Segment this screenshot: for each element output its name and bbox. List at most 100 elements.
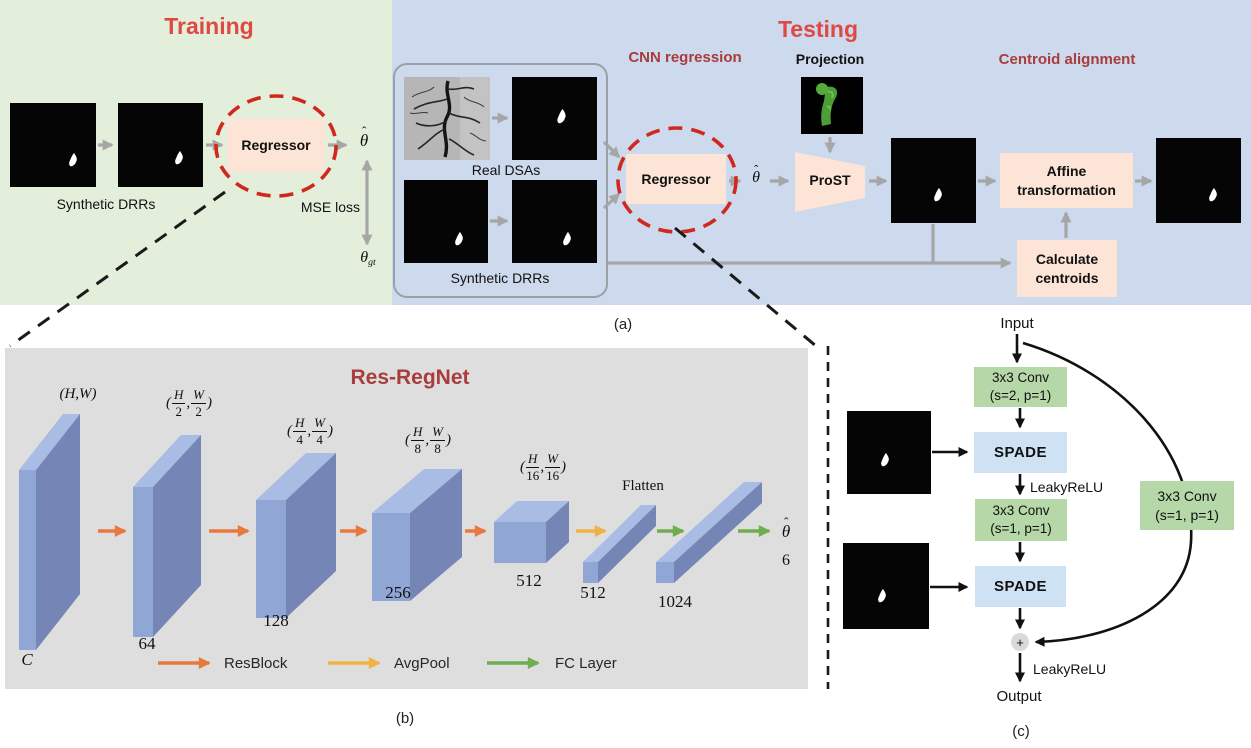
training-drr-image-1 bbox=[10, 103, 96, 187]
spade-output-label: Output bbox=[979, 688, 1059, 705]
testing-drr-image-1 bbox=[404, 180, 488, 263]
dim-hw-text: (H,W) bbox=[59, 386, 97, 402]
vessel-mask-blob bbox=[69, 153, 77, 167]
prost-text: ProST bbox=[809, 172, 851, 188]
comma: , bbox=[425, 431, 430, 448]
leakyrelu-text: LeakyReLU bbox=[1033, 661, 1107, 677]
output-text: Output bbox=[996, 688, 1042, 705]
conv-label-line1: 3x3 Conv bbox=[991, 369, 1050, 385]
paren: ) bbox=[560, 458, 566, 475]
channel-value: 256 bbox=[385, 583, 411, 602]
theta-symbol: θ bbox=[359, 131, 369, 150]
projection-3d-vessel-image bbox=[801, 77, 863, 134]
frac-num: H bbox=[526, 451, 540, 468]
leakyrelu-label-2: LeakyReLU bbox=[1033, 661, 1106, 677]
conv-label-line2: (s=1, p=1) bbox=[1155, 506, 1219, 523]
dim-label-hw: (H,W) bbox=[48, 386, 108, 403]
testing-title: Testing bbox=[777, 16, 859, 42]
res-regnet-title-text: Res-RegNet bbox=[350, 366, 470, 389]
frac-num: W bbox=[430, 424, 445, 441]
legend-resblock-label: ResBlock bbox=[224, 655, 287, 672]
affine-label-line1: Affine bbox=[1046, 163, 1087, 180]
caption-b: (b) bbox=[395, 710, 415, 727]
gt-subscript: gt bbox=[368, 256, 376, 268]
centroid-alignment-heading: Centroid alignment bbox=[998, 51, 1136, 68]
frac-den: 8 bbox=[414, 440, 421, 456]
frac-den: 16 bbox=[546, 467, 560, 483]
vessel-mask-blob bbox=[563, 232, 571, 246]
paren: ( bbox=[166, 394, 171, 411]
conv-label-line2: (s=2, p=1) bbox=[989, 388, 1052, 403]
caption-a: (a) bbox=[613, 316, 633, 333]
training-drr-image-2 bbox=[118, 103, 203, 187]
paren: ) bbox=[206, 394, 212, 411]
frac-num: W bbox=[545, 451, 560, 468]
testing-inputs-container bbox=[393, 63, 608, 298]
frac-den: 2 bbox=[175, 403, 182, 419]
frac-den: 2 bbox=[195, 403, 202, 419]
comma: , bbox=[186, 394, 191, 411]
conv-s1-mid-box: 3x3 Conv (s=1, p=1) bbox=[975, 499, 1067, 541]
paren: ( bbox=[405, 431, 410, 448]
channel-value: 1024 bbox=[658, 592, 692, 611]
channel-value: 64 bbox=[138, 634, 156, 653]
comma: , bbox=[307, 422, 312, 439]
hat-symbol: ˆ bbox=[361, 124, 367, 140]
spade-text: SPADE bbox=[993, 444, 1048, 461]
resregnet-output-dim: 6 bbox=[772, 552, 800, 570]
dsa-angiogram-graphic bbox=[404, 77, 490, 160]
cnn-regression-heading: CNN regression bbox=[628, 49, 742, 66]
channels-label-128: 128 bbox=[257, 611, 295, 631]
sum-node: + bbox=[1011, 633, 1029, 651]
legend-text: ResBlock bbox=[224, 655, 288, 672]
conv-label-line1: 3x3 Conv bbox=[1157, 487, 1217, 504]
aligned-result-image bbox=[1156, 138, 1241, 223]
channel-value: 512 bbox=[580, 583, 606, 602]
frac-den: 4 bbox=[316, 431, 323, 447]
testing-regressor-box: Regressor bbox=[626, 154, 726, 204]
dim-label-h16-w16: (H 16, W 16) bbox=[504, 452, 582, 482]
centroids-label-line2: centroids bbox=[1035, 269, 1099, 286]
vessel-mask-blob bbox=[881, 453, 889, 467]
vessel-mask-blob bbox=[455, 232, 463, 246]
frac-num: W bbox=[312, 415, 327, 432]
legend-text: FC Layer bbox=[555, 655, 617, 672]
testing-regressor-label: Regressor bbox=[641, 170, 711, 187]
plus-sign: + bbox=[1016, 634, 1024, 650]
legend-text: AvgPool bbox=[394, 655, 450, 672]
paren: ) bbox=[445, 431, 451, 448]
channels-label-1024: 1024 bbox=[652, 592, 698, 612]
affine-label-line2: transformation bbox=[1017, 181, 1116, 198]
spade-input-label: Input bbox=[977, 315, 1057, 332]
theta-symbol: θ bbox=[752, 169, 760, 186]
training-regressor-box: Regressor bbox=[227, 119, 325, 172]
training-title: Training bbox=[164, 13, 254, 39]
affine-transformation-box: Affine transformation bbox=[1000, 153, 1133, 208]
channels-label-64: 64 bbox=[130, 634, 164, 654]
vessel-mask-blob bbox=[878, 589, 886, 603]
conv-label-line2: (s=1, p=1) bbox=[990, 521, 1052, 536]
frac-num: H bbox=[411, 424, 425, 441]
channel-value: C bbox=[21, 650, 33, 669]
input-text: Input bbox=[1000, 315, 1034, 332]
green-3d-vessel-graphic bbox=[801, 77, 863, 134]
spade-text: SPADE bbox=[993, 578, 1048, 595]
training-theta-gt: θgt bbox=[345, 249, 391, 268]
theta-symbol: θ bbox=[360, 249, 369, 266]
frac-den: 8 bbox=[434, 440, 441, 456]
legend-fclayer-label: FC Layer bbox=[555, 655, 617, 672]
vessel-mask-blob bbox=[175, 151, 183, 165]
hat-symbol: ˆ bbox=[783, 515, 789, 531]
training-regressor-label: Regressor bbox=[241, 137, 311, 154]
output-dim-value: 6 bbox=[782, 552, 790, 569]
spade-mask-image-2 bbox=[843, 543, 929, 629]
theta-symbol: θ bbox=[781, 522, 791, 541]
mse-loss-label: MSE loss bbox=[300, 199, 360, 215]
paren: ) bbox=[327, 422, 333, 439]
spade-box-1: SPADE bbox=[974, 432, 1067, 473]
real-dsas-label: Real DSAs bbox=[471, 162, 541, 178]
channels-label-c: C bbox=[12, 650, 42, 670]
